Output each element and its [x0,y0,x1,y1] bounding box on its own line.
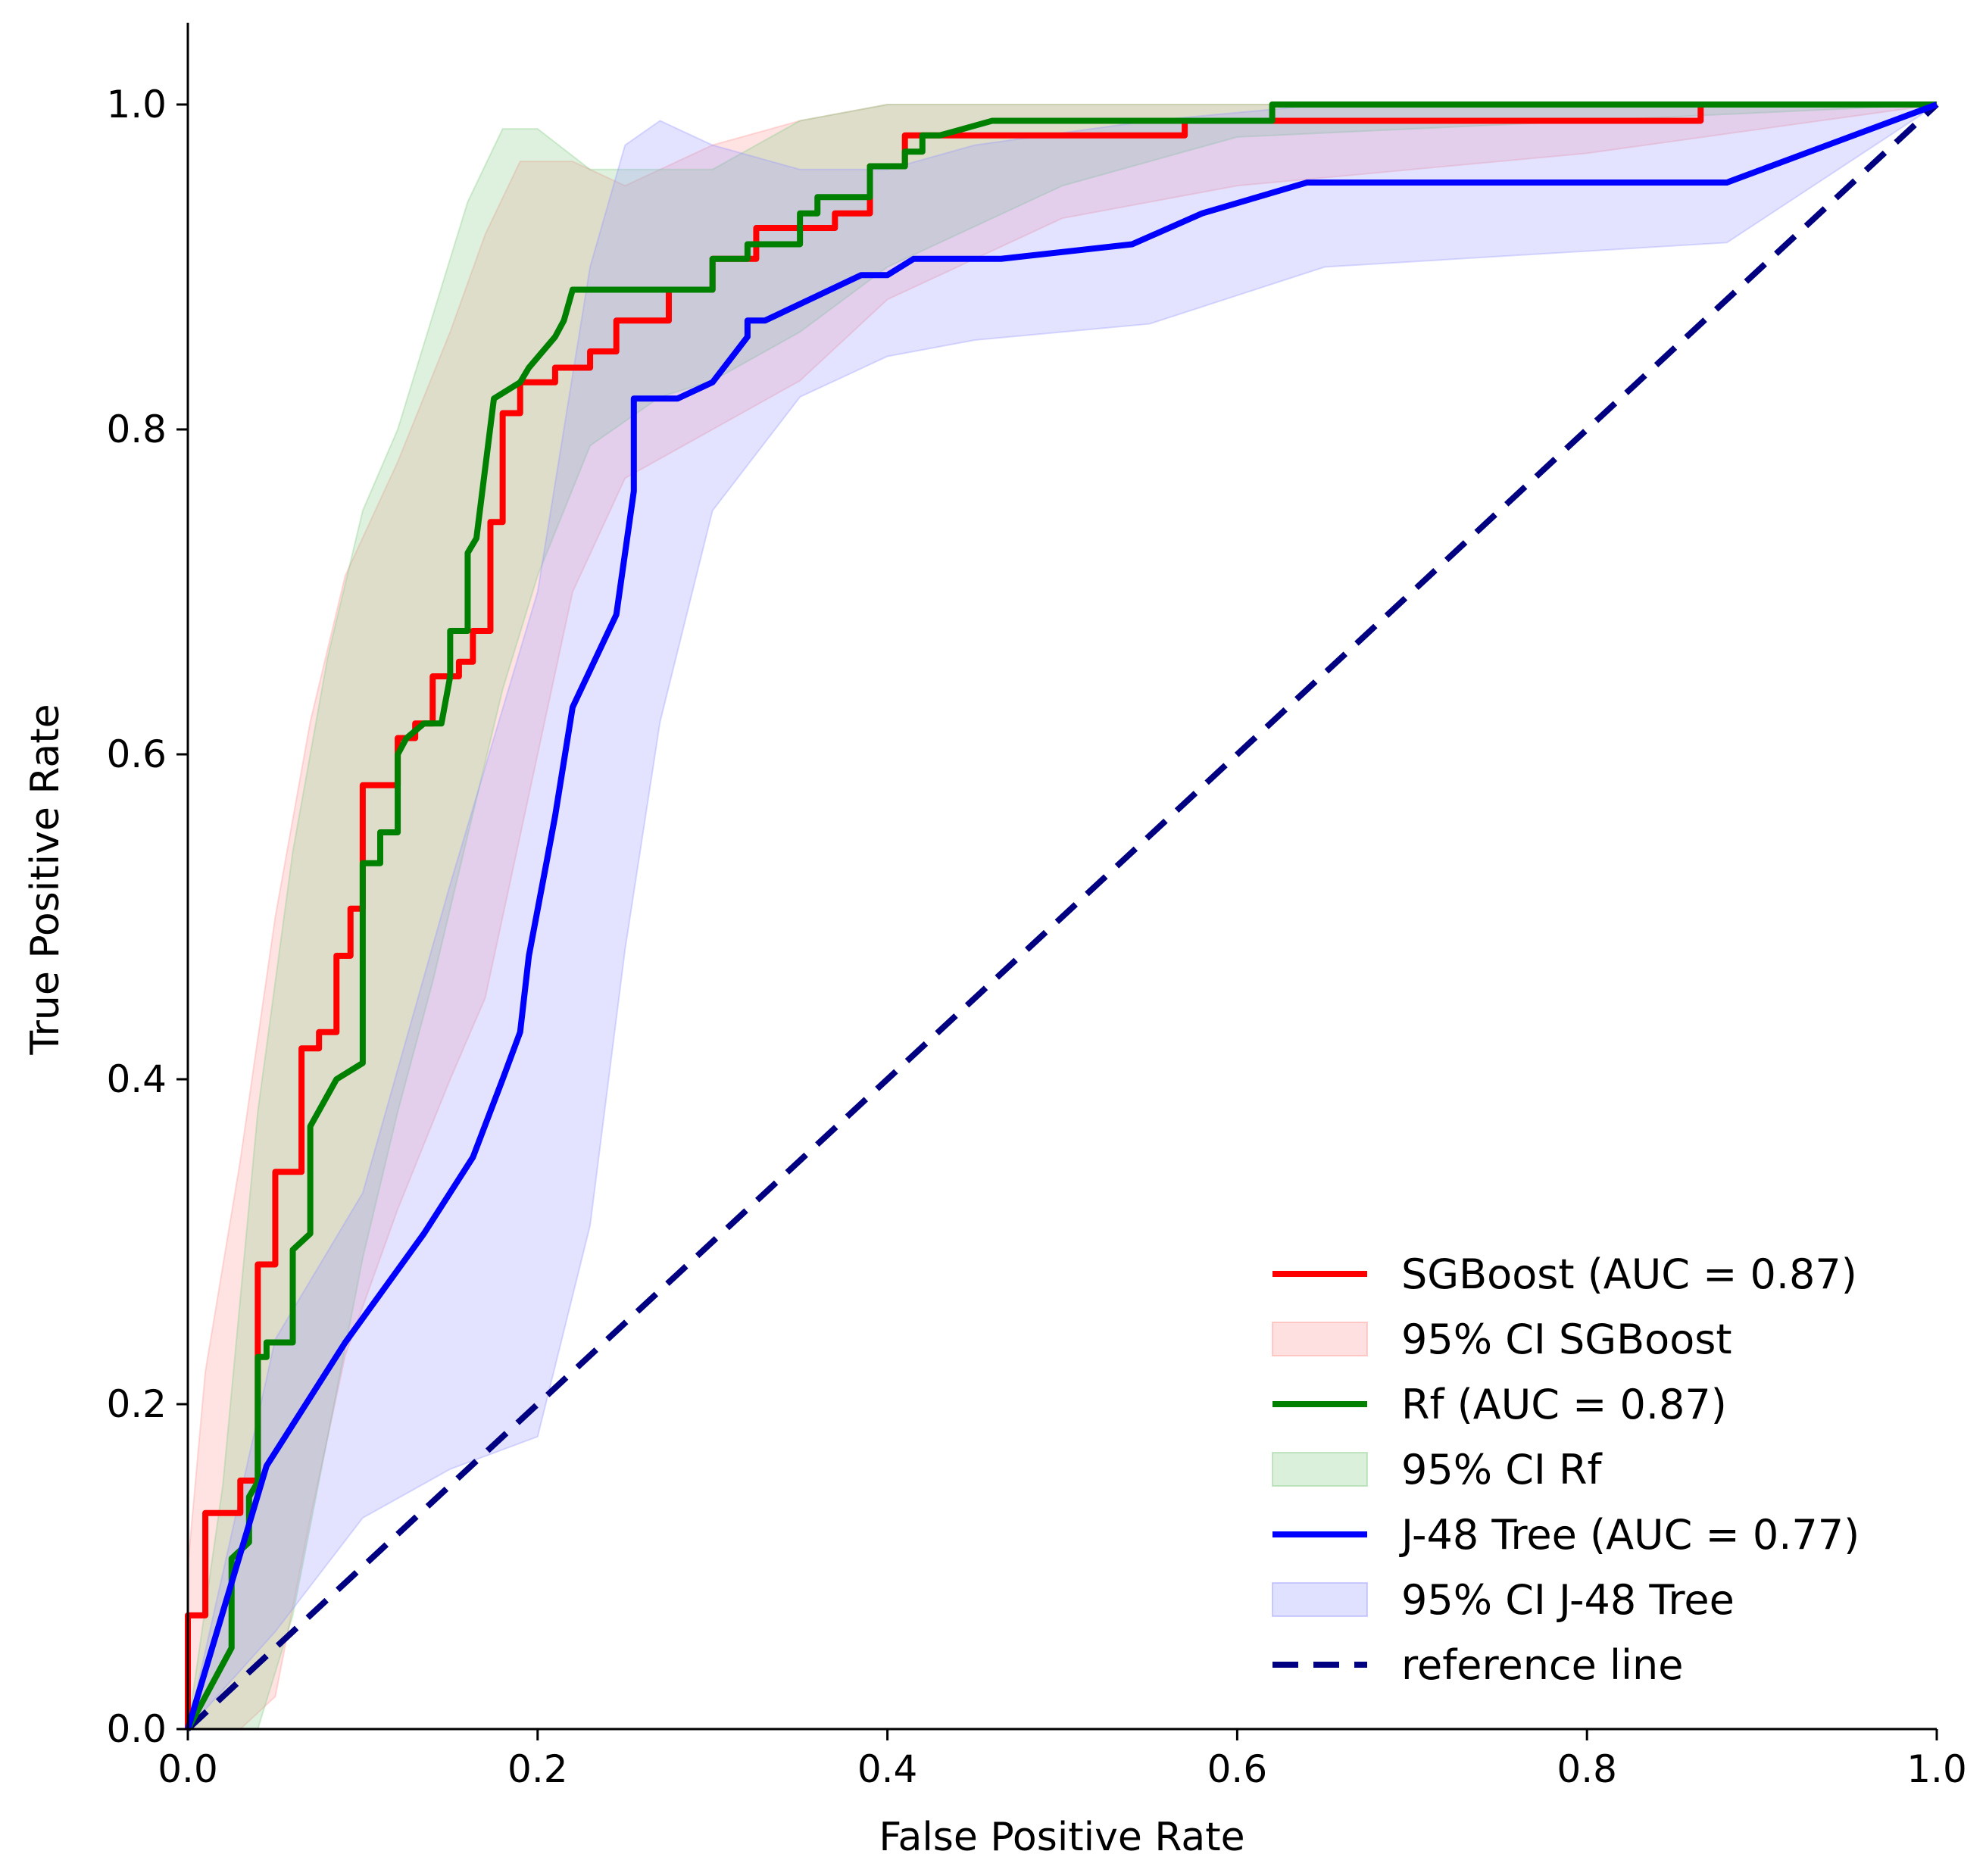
reference-line [186,102,1939,1731]
legend-label-95-ci-j-48-tree: 95% CI J-48 Tree [1401,1576,1735,1624]
y-tick-label: 1.0 [106,83,167,126]
y-tick-label: 0.8 [106,407,167,451]
y-tick-label: 0.0 [106,1707,167,1751]
legend: SGBoost (AUC = 0.87) 95% CI SGBoost Rf (AU… [1272,1250,1860,1689]
axes [186,23,1937,1731]
legend-label-sgboost-auc-0-87: SGBoost (AUC = 0.87) [1401,1250,1857,1298]
roc-curve-rf-auc-0-87 [185,101,1937,1731]
x-tick-label: 0.6 [1207,1747,1268,1791]
x-tick-label: 0.8 [1557,1747,1617,1791]
legend-label-reference-line: reference line [1401,1641,1683,1689]
legend-label-95-ci-sgboost: 95% CI SGBoost [1401,1316,1732,1363]
legend-label-95-ci-rf: 95% CI Rf [1401,1446,1603,1494]
roc-curve-j-48-tree-auc-0-77 [185,101,1938,1731]
legend-label-rf-auc-0-87: Rf (AUC = 0.87) [1401,1381,1727,1428]
y-tick-label: 0.4 [106,1057,167,1101]
legend-swatch-95-ci-j-48-tree [1272,1582,1368,1617]
x-tick-label: 0.4 [857,1747,918,1791]
reference-line-layer [186,102,1939,1731]
y-tick-label: 0.6 [106,732,167,776]
y-axis-label: True Positive Rate [23,704,68,1055]
x-tick-label: 1.0 [1906,1747,1967,1791]
roc-curves [185,101,1938,1731]
legend-label-j-48-tree-auc-0-77: J-48 Tree (AUC = 0.77) [1399,1511,1860,1559]
x-tick-label: 0.0 [158,1747,218,1791]
ticks: 0.0 0.2 0.4 0.6 0.8 1.0 0.0 0.2 0.4 0.6 0.8 1.0 [106,83,1966,1791]
legend-swatch-95-ci-sgboost [1272,1322,1368,1356]
x-axis-label: False Positive Rate [879,1815,1244,1860]
roc-curve-sgboost-auc-0-87 [185,101,1937,1729]
y-tick-label: 0.2 [106,1382,167,1426]
x-tick-label: 0.2 [507,1747,568,1791]
legend-swatch-95-ci-rf [1272,1452,1368,1487]
